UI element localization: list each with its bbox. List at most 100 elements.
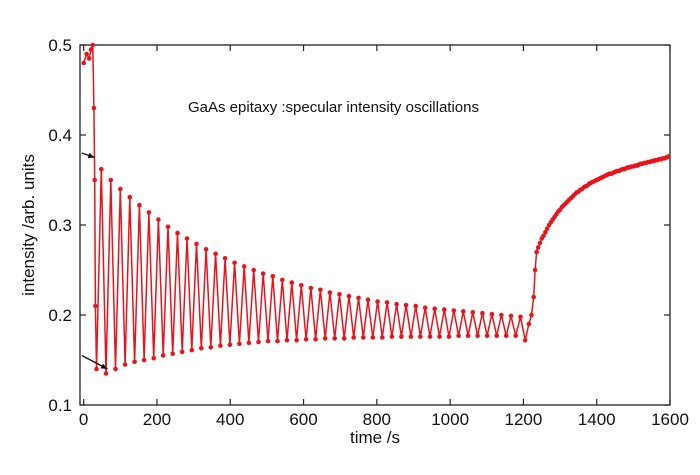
data-point [499, 312, 504, 318]
data-point [665, 154, 671, 159]
data-point [218, 343, 223, 348]
data-point [222, 255, 228, 261]
data-point [351, 335, 357, 340]
data-point [92, 177, 97, 183]
data-point [189, 347, 195, 353]
data-point [151, 355, 156, 361]
data-point [289, 280, 295, 285]
data-point [118, 186, 123, 192]
x-tick-label: 1600 [651, 410, 689, 429]
data-point [465, 333, 471, 339]
data-point [84, 51, 89, 57]
data-point [165, 224, 171, 230]
x-tick-label: 200 [143, 410, 171, 429]
data-point [303, 337, 309, 342]
data-point [322, 336, 328, 341]
data-point [475, 333, 480, 339]
data-point [284, 337, 290, 343]
data-point [294, 337, 299, 343]
x-axis-title: time /s [350, 428, 400, 447]
data-point [203, 247, 209, 252]
data-point [265, 338, 271, 344]
data-point [251, 267, 256, 273]
data-point [541, 233, 546, 239]
data-point [108, 177, 114, 183]
data-point [503, 333, 509, 339]
data-point [308, 285, 314, 291]
data-point [256, 339, 261, 345]
data-point [408, 334, 414, 339]
data-point [88, 47, 94, 52]
data-point [103, 371, 109, 376]
data-point [470, 310, 476, 315]
x-tick-label: 1400 [578, 410, 616, 429]
data-point [532, 267, 538, 273]
data-point [280, 277, 285, 283]
data-point [208, 345, 214, 350]
y-axis-title: intensity /arb. units [19, 154, 38, 296]
data-point [461, 309, 466, 314]
data-point [456, 333, 461, 339]
data-point [544, 226, 550, 231]
data-point [370, 335, 376, 340]
data-point [175, 230, 180, 236]
data-point [122, 362, 128, 367]
x-tick-label: 1200 [505, 410, 543, 429]
data-point [184, 236, 190, 241]
arrow-layer [81, 152, 108, 370]
x-tick-label: 800 [363, 410, 391, 429]
data-point [427, 334, 433, 339]
data-point [227, 342, 233, 348]
data-point [241, 264, 247, 269]
data-point [299, 283, 304, 288]
data-point [346, 293, 352, 299]
data-point [99, 166, 104, 172]
data-point [356, 295, 361, 301]
chart-annotation: GaAs epitaxy :specular intensity oscilla… [188, 99, 479, 116]
data-point [526, 321, 532, 327]
data-point [537, 240, 543, 246]
data-point [437, 334, 442, 339]
data-point [275, 338, 280, 344]
data-point [91, 105, 97, 111]
data-point [81, 60, 86, 66]
data-point [531, 294, 536, 300]
data-point [179, 349, 185, 355]
data-point [86, 56, 92, 61]
data-point [341, 336, 347, 341]
ticks [80, 44, 671, 406]
data-point [160, 353, 166, 358]
data-point [199, 346, 204, 351]
data-point [508, 313, 514, 319]
data-point [270, 274, 276, 279]
x-tick-label: 400 [216, 410, 244, 429]
data-point [418, 334, 423, 339]
data-point [237, 341, 242, 347]
data-point [194, 241, 199, 247]
data-point [313, 337, 318, 342]
data-point [146, 210, 152, 215]
y-tick-label: 0.4 [48, 126, 72, 145]
data-point [90, 42, 96, 48]
data-point [127, 194, 133, 200]
data-point [246, 340, 252, 346]
data-point [394, 301, 399, 307]
data-point [113, 366, 118, 372]
data-point [337, 292, 342, 297]
data-point [489, 311, 495, 317]
data-point [318, 287, 323, 293]
annotation-arrowhead [100, 363, 108, 369]
data-point [332, 336, 338, 341]
data-point [213, 251, 218, 257]
x-tick-label: 600 [289, 410, 317, 429]
y-tick-label: 0.2 [48, 306, 72, 325]
x-tick-label: 1000 [431, 410, 469, 429]
x-tick-label: 0 [79, 410, 88, 429]
data-point [94, 366, 99, 372]
data-point [422, 305, 428, 311]
tick-labels: 0 200 400 600 800 1000 1200 1400 1600 0.1 0.2 0.3 0.… [48, 36, 689, 429]
data-point [365, 297, 371, 303]
data-point [543, 229, 548, 235]
data-point [156, 217, 161, 222]
